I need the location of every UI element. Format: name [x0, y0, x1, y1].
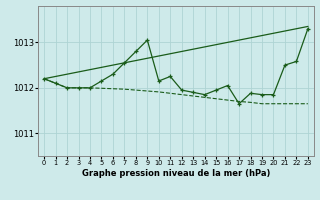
- X-axis label: Graphe pression niveau de la mer (hPa): Graphe pression niveau de la mer (hPa): [82, 169, 270, 178]
